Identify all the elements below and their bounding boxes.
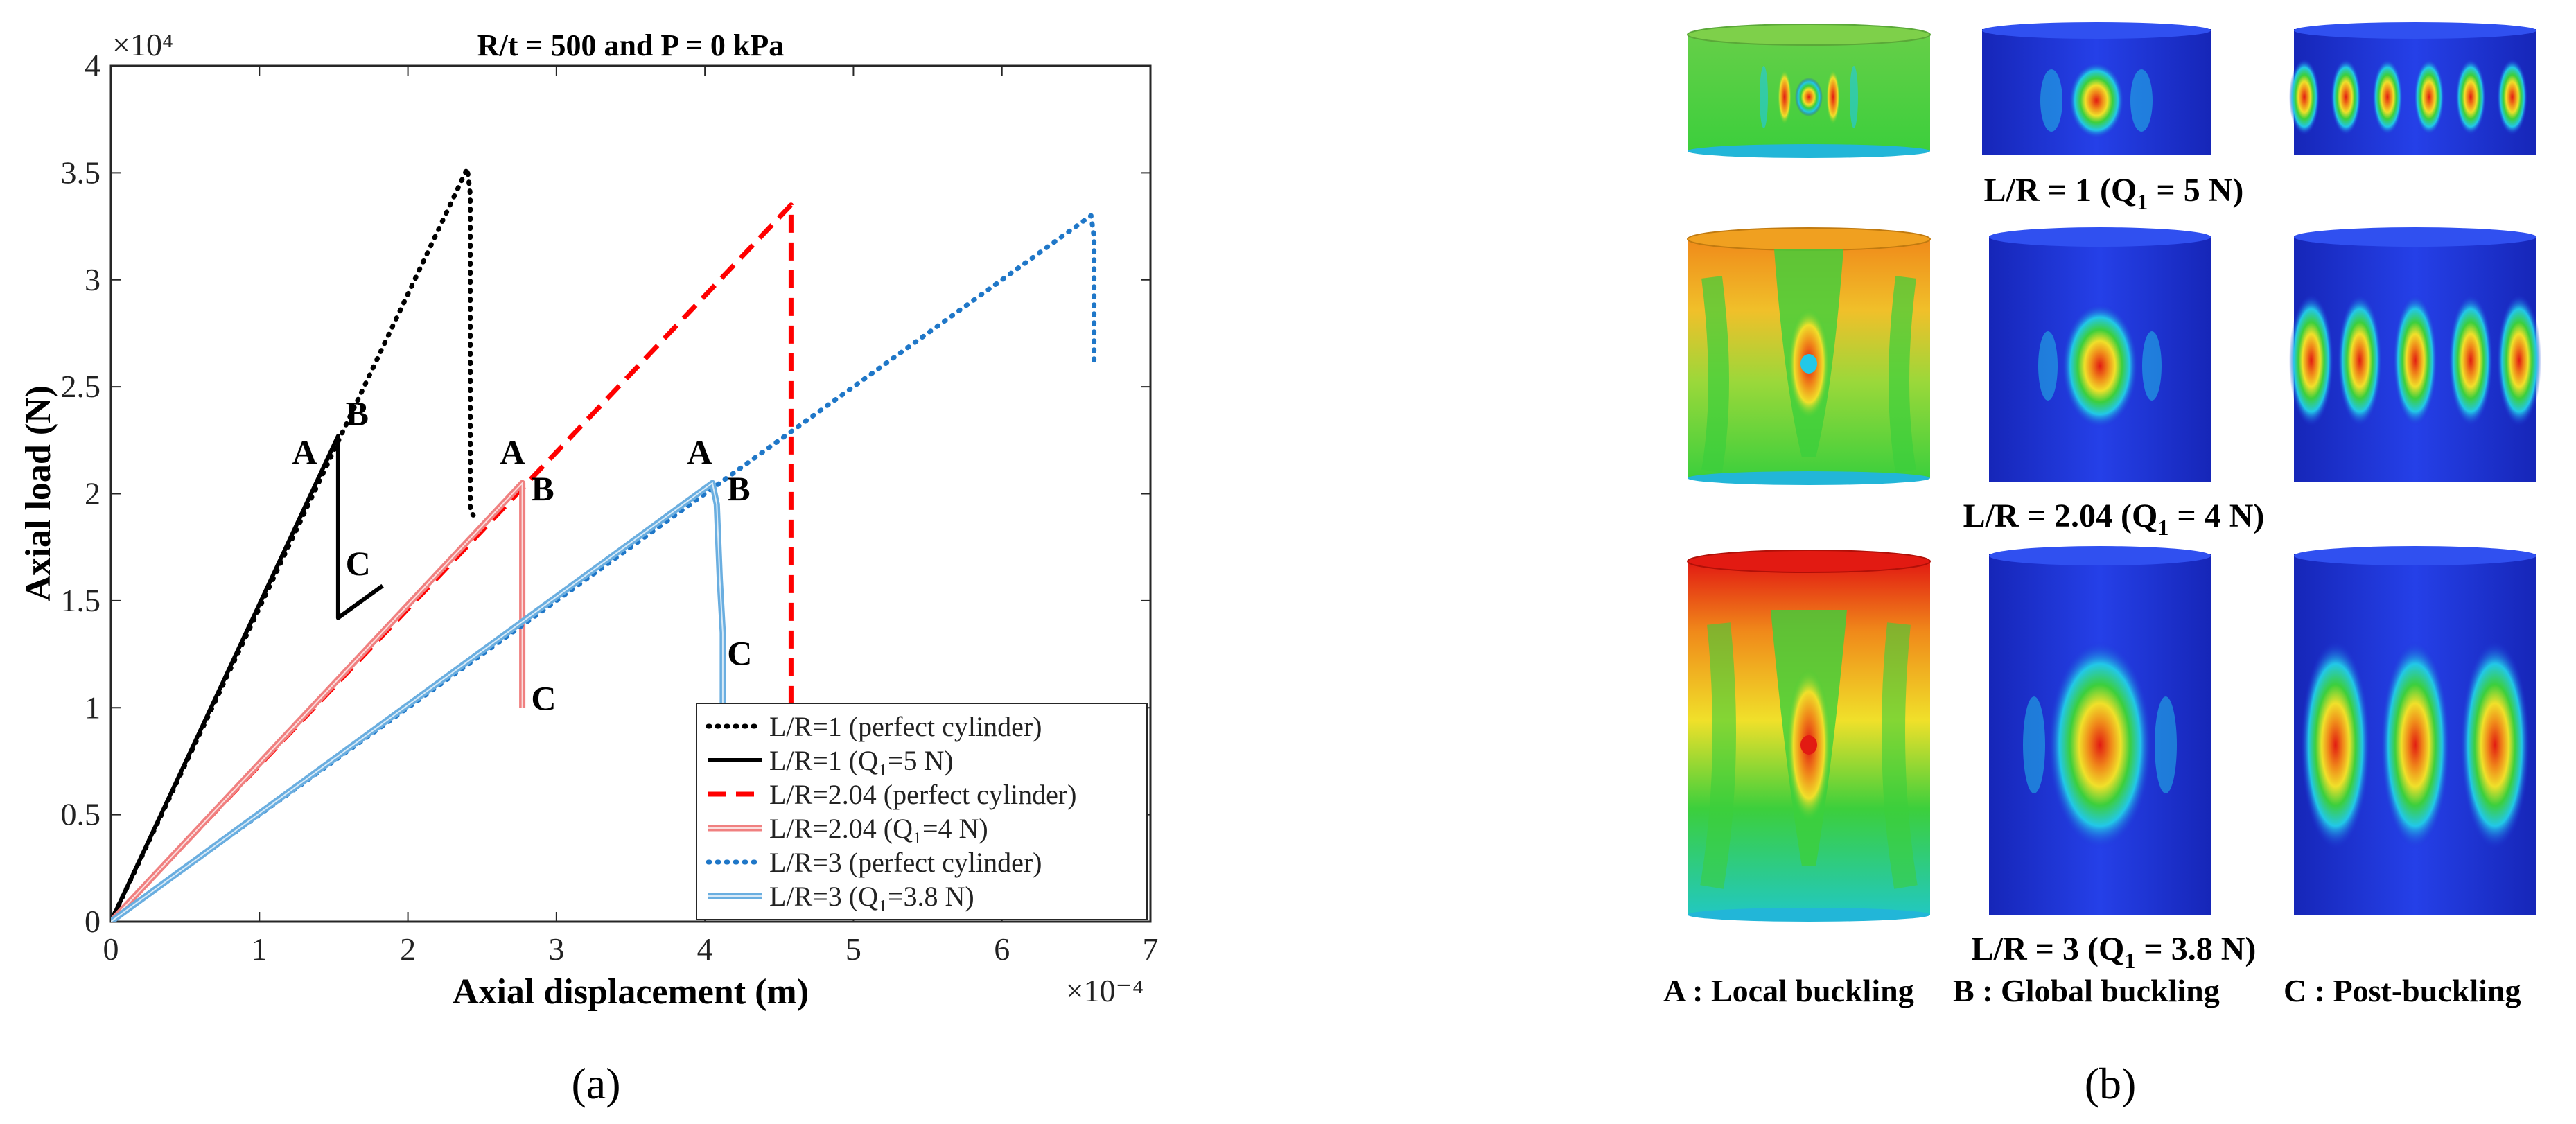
series-line-5-highlight: [111, 482, 724, 922]
x-tick-label: 4: [697, 931, 713, 967]
contour-lobe: [2497, 295, 2541, 426]
x-multiplier: ×10⁻⁴: [1066, 973, 1144, 1008]
contour-lobe: [2289, 295, 2333, 426]
annotation-b: B: [727, 469, 750, 508]
footer-post: C : Post-buckling: [2284, 973, 2521, 1008]
x-tick-label: 3: [548, 931, 564, 967]
annotation-c: C: [531, 678, 556, 717]
contour-lobe: [2301, 641, 2370, 849]
row1-global-buckling: [1982, 22, 2211, 155]
legend-label-3: L/R=2.04 (Q₁=4 N): [769, 813, 988, 844]
contour-lobe: [2448, 295, 2493, 426]
x-tick-label: 0: [103, 931, 119, 967]
row3-local-buckling: [1687, 550, 1931, 922]
legend-label-2: L/R=2.04 (perfect cylinder): [769, 779, 1077, 810]
row3-post-buckling: [2294, 546, 2536, 915]
y-tick-label: 2: [85, 476, 100, 511]
x-tick-label: 1: [252, 931, 268, 967]
legend: L/R=1 (perfect cylinder)L/R=1 (Q₁=5 N)L/…: [696, 703, 1148, 920]
row2-post-buckling: [2289, 227, 2541, 482]
y-tick-label: 1: [85, 690, 100, 725]
panel-a-label: (a): [571, 1059, 620, 1108]
series-line-2: [111, 202, 794, 922]
contour-lobe: [2331, 59, 2361, 135]
y-tick-label: 3: [85, 262, 100, 297]
y-tick-label: 2.5: [61, 369, 101, 404]
row1-post-buckling: [2289, 22, 2536, 155]
row3-global-buckling: [1989, 546, 2211, 915]
x-tick-label: 7: [1143, 931, 1159, 967]
y-tick-label: 1.5: [61, 583, 101, 618]
row2-local-buckling: [1687, 227, 1931, 485]
y-tick-label: 0.5: [61, 797, 101, 832]
footer-local: A : Local buckling: [1663, 973, 1914, 1008]
row3-caption: L/R = 3 (Q1 = 3.8 N): [1972, 931, 2257, 973]
contour-lobe: [2455, 59, 2486, 135]
row2-caption: L/R = 2.04 (Q1 = 4 N): [1963, 498, 2265, 540]
row2-global-buckling: [1989, 227, 2211, 482]
axis-ticks: 0 1 2 3 4 5 6 7 0 0.5 1 1.5 2 2.5 3 3.5 4: [61, 48, 1159, 967]
contour-lobe: [2381, 641, 2450, 849]
legend-label-1: L/R=1 (Q₁=5 N): [769, 745, 954, 776]
series-group: [111, 166, 1097, 922]
legend-box: [696, 703, 1148, 920]
y-tick-label: 0: [85, 904, 100, 939]
chart-title: R/t = 500 and P = 0 kPa: [477, 28, 785, 62]
annotation-a: A: [687, 432, 712, 471]
annotation-a: A: [292, 432, 317, 471]
footer-global: B : Global buckling: [1953, 973, 2220, 1008]
chart-a: R/t = 500 and P = 0 kPa 0 1 2 3 4 5 6 7 0 0.5 1 1.5…: [19, 27, 1159, 1012]
series-line-1: [111, 434, 384, 922]
legend-label-0: L/R=1 (perfect cylinder): [769, 711, 1042, 742]
x-tick-label: 2: [400, 931, 416, 967]
series-line-0: [111, 166, 476, 922]
y-tick-label: 3.5: [61, 155, 101, 190]
contour-lobe: [2497, 59, 2527, 135]
y-tick-label: 4: [85, 48, 100, 83]
row1-caption: L/R = 1 (Q1 = 5 N): [1984, 172, 2244, 214]
y-multiplier: ×10⁴: [112, 27, 173, 62]
series-line-4: [111, 213, 1097, 922]
contour-lobe: [2460, 641, 2530, 849]
annotation-a: A: [500, 432, 525, 471]
annotation-c: C: [727, 634, 752, 673]
annotation-c: C: [346, 544, 371, 583]
contour-lobe: [2338, 295, 2382, 426]
y-axis-label: Axial load (N): [19, 385, 58, 601]
annotation-b: B: [531, 469, 554, 508]
contour-lobe: [2393, 295, 2437, 426]
annotation-b: B: [346, 394, 369, 433]
series-line-3-highlight: [111, 481, 523, 922]
x-tick-label: 5: [845, 931, 861, 967]
legend-label-5: L/R=3 (Q₁=3.8 N): [769, 881, 974, 912]
x-tick-label: 6: [994, 931, 1010, 967]
row1-local-buckling: [1687, 24, 1931, 158]
contour-lobe: [2289, 59, 2320, 135]
contour-panel: L/R = 1 (Q1 = 5 N) L/R = 2.04 (Q1 = 4 N): [1663, 22, 2541, 1008]
x-axis-label: Axial displacement (m): [453, 972, 809, 1012]
panel-b-label: (b): [2085, 1059, 2137, 1108]
contour-lobe: [2372, 59, 2403, 135]
legend-label-4: L/R=3 (perfect cylinder): [769, 847, 1042, 878]
contour-lobe: [2414, 59, 2444, 135]
